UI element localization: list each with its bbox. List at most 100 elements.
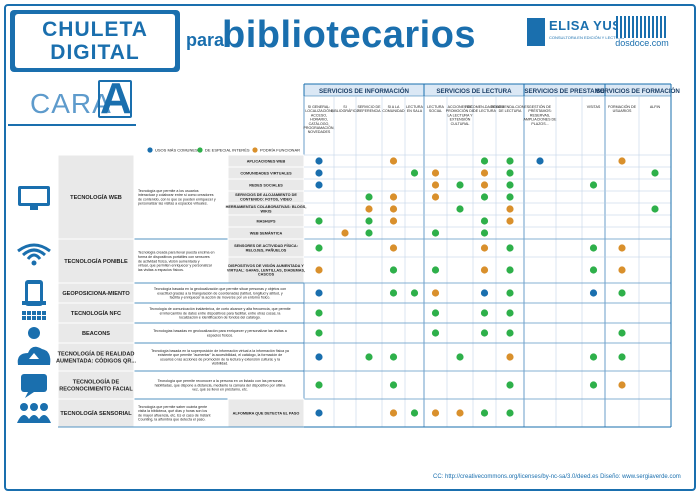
rating-dot xyxy=(536,157,544,165)
row-label: REDES SOCIALES xyxy=(249,183,283,187)
column-header-text: SI A LA xyxy=(388,105,400,109)
section-description: de contenido, con lo que se pueden enriq… xyxy=(138,197,216,201)
rating-dot xyxy=(589,381,598,389)
rating-dot xyxy=(480,157,489,165)
rating-dot xyxy=(315,353,323,361)
column-header-text: PLAZOS... xyxy=(531,122,548,126)
rating-dot xyxy=(389,381,398,389)
column-header-text: USUARIOS xyxy=(613,109,632,113)
column-header-text: AMPLIACIONES DE xyxy=(524,118,558,122)
section-name: TECNOLOGÍA SENSORIAL xyxy=(60,409,132,417)
row-label-cell xyxy=(227,398,305,428)
column-header-text: LOCALIZACIÓN, xyxy=(305,108,332,113)
row-label: HERRAMIENTAS COLABORATIVAS: BLOGS, xyxy=(226,205,307,209)
rating-dot xyxy=(651,169,659,177)
section-description: Tecnología que permite a los usuarios xyxy=(138,189,199,193)
rating-dot xyxy=(618,266,626,274)
section-name: TECNOLOGÍA WEB xyxy=(70,193,122,201)
section-5: BEACONS Tecnologías basadas en geolocaliz… xyxy=(28,322,671,344)
column-header-text: SOCIAL xyxy=(429,109,442,113)
section-description: forma de dispositivos portátiles con sen… xyxy=(138,255,210,259)
rating-dot xyxy=(315,217,323,225)
rating-dot xyxy=(456,353,464,361)
rating-dot xyxy=(480,169,489,177)
section-description: visita la biblioteca, qué días y horas s… xyxy=(138,409,207,413)
rating-dot xyxy=(589,181,598,189)
rating-dot xyxy=(480,409,489,417)
section-description: visibilidad. xyxy=(212,362,229,366)
section-2: TECNOLOGÍA PONIBLE Tecnología creada para… xyxy=(17,238,671,284)
section-description: Tecnología de comunicación inalámbrica, … xyxy=(149,307,290,311)
rating-dot xyxy=(431,266,440,274)
section-description: exactitud gracias a la triangulación de … xyxy=(157,291,283,295)
rating-dot xyxy=(365,353,373,361)
column-header-text: LECTURA xyxy=(427,105,444,109)
section-description: Counting, la alfombra que detecta el pas… xyxy=(138,418,206,422)
rating-dot xyxy=(506,157,514,165)
section-description: de mayor afluencia, etc. Es el caso de I… xyxy=(138,413,211,417)
row-label: WEB SEMÁNTICA xyxy=(250,230,283,235)
column-header: ALFIN xyxy=(650,105,661,109)
footer-credits[interactable]: CC: http://creativecommons.org/licenses/… xyxy=(433,474,681,480)
dosdoce-logo[interactable]: dosdoce.com xyxy=(614,16,670,48)
badge-line-2: DIGITAL xyxy=(50,41,140,64)
rating-dot xyxy=(410,289,419,297)
column-header-text: BIBLIOGRÁFICO xyxy=(331,109,359,113)
legend-swatch xyxy=(147,147,153,153)
column-header-text: SI GENERAL: xyxy=(308,105,331,109)
rating-dot xyxy=(315,409,323,417)
group-header: SERVICIOS DE LECTURA xyxy=(436,88,512,95)
rating-dot xyxy=(365,193,373,201)
row-label: CASCOS xyxy=(258,273,275,277)
rating-dot xyxy=(341,229,349,237)
barcode-icon xyxy=(616,16,668,38)
rating-dot xyxy=(618,353,626,361)
section-3: GEOPOSICIONA-MIENTO Tecnología basada en … xyxy=(25,280,671,306)
rating-dot xyxy=(389,409,398,417)
people-icon xyxy=(17,403,51,423)
row-label: APLICACIONES WEB xyxy=(247,159,286,163)
rating-dot xyxy=(315,266,323,274)
section-description: existente que permite "aumentar" la acce… xyxy=(158,353,282,357)
rating-dot xyxy=(480,229,489,237)
rating-dot xyxy=(410,409,419,417)
rating-dot xyxy=(365,229,373,237)
section-description: las visitas a espacios físicos. xyxy=(138,268,184,272)
row-label: DISPOSITIVOS DE VISIÓN AUMENTADA Y xyxy=(228,263,304,268)
column-header-text: SERVICIO DE xyxy=(357,105,381,109)
section-name: TECNOLOGÍA DE xyxy=(73,378,120,386)
rating-dot xyxy=(506,381,514,389)
rating-dot xyxy=(389,244,398,252)
rating-dot xyxy=(389,289,398,297)
page-title: bibliotecarios xyxy=(222,14,477,56)
section-description: Tecnología basada en la geolocalización … xyxy=(154,287,286,291)
section-description: vez, qué se llevó en préstamo, etc. xyxy=(192,388,248,392)
section-name: TECNOLOGÍA NFC xyxy=(71,309,121,317)
rating-dot xyxy=(651,205,659,213)
divider xyxy=(8,124,136,126)
rating-dot xyxy=(315,289,323,297)
column-header-text: LA LECTURA Y xyxy=(447,113,473,117)
column-header-text: DE LECTURA xyxy=(473,109,496,113)
legend-item: DE ESPECIAL INTERÉS xyxy=(197,147,250,153)
row-label: VIRTUAL: GAFAS, LENTILLAS, DIADEMAS, xyxy=(227,268,305,272)
rating-dot xyxy=(480,217,489,225)
rating-dot xyxy=(480,289,489,297)
logo-subtitle: CONSULTORA EN EDICIÓN Y LECTURA xyxy=(549,35,625,40)
rating-dot xyxy=(389,193,398,201)
rating-dot xyxy=(315,157,323,165)
section-description: Tecnologías basadas en geolocalización p… xyxy=(153,329,286,333)
rating-dot xyxy=(480,181,489,189)
rating-dot xyxy=(315,181,323,189)
section-name: TECNOLOGÍA PONIBLE xyxy=(64,257,128,265)
section-description: espacios físicos. xyxy=(207,333,233,337)
rating-dot xyxy=(389,205,398,213)
rating-dot xyxy=(456,409,464,417)
rating-dot xyxy=(589,353,598,361)
section-description: Tecnología que permite reconocer a la pe… xyxy=(158,379,283,383)
